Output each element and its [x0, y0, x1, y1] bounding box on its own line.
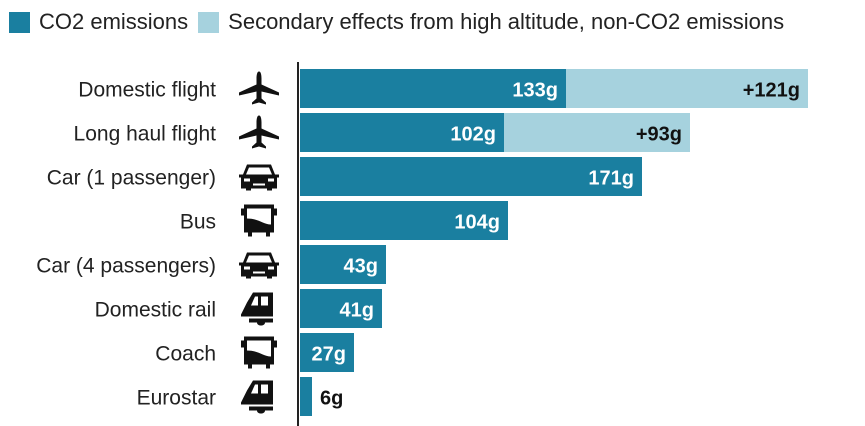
data-label: +121g: [743, 80, 800, 102]
category-label: Long haul flight: [74, 123, 217, 146]
data-label: 102g: [450, 124, 496, 146]
legend-label-co2: CO2 emissions: [39, 9, 189, 34]
category-label: Car (1 passenger): [47, 167, 216, 190]
legend-item-secondary: Secondary effects from high altitude, no…: [198, 9, 784, 35]
bar-secondary: [566, 69, 808, 108]
bar-secondary: [504, 113, 690, 152]
category-label: Eurostar: [137, 387, 216, 410]
data-label: 27g: [312, 344, 346, 366]
plane-icon: [239, 71, 279, 105]
car-icon: [239, 164, 279, 191]
legend: CO2 emissions Secondary effects from hig…: [9, 9, 794, 35]
train-icon: [241, 380, 273, 414]
bar-co2: [300, 289, 382, 328]
bar-co2: [300, 377, 312, 416]
bar-co2: [300, 157, 642, 196]
data-label: 41g: [340, 300, 374, 322]
bar-co2: [300, 69, 566, 108]
data-label: 6g: [320, 388, 343, 410]
legend-swatch-secondary: [198, 11, 220, 33]
data-label: 43g: [344, 256, 378, 278]
category-label: Bus: [180, 211, 216, 234]
legend-item-co2: CO2 emissions: [9, 9, 188, 35]
data-label: 171g: [588, 168, 634, 190]
bus-icon: [241, 204, 277, 237]
car-icon: [239, 252, 279, 279]
legend-label-secondary: Secondary effects from high altitude, no…: [228, 9, 785, 34]
bar-co2: [300, 113, 504, 152]
data-label: 104g: [454, 212, 500, 234]
category-label: Domestic rail: [95, 299, 216, 322]
train-icon: [241, 292, 273, 326]
bus-icon: [241, 336, 277, 369]
bar-co2: [300, 245, 386, 284]
legend-swatch-co2: [9, 11, 30, 33]
bar-co2: [300, 333, 354, 372]
category-label: Coach: [155, 343, 216, 366]
data-label: +93g: [636, 124, 682, 146]
category-label: Car (4 passengers): [36, 255, 216, 278]
bar-co2: [300, 201, 508, 240]
category-label: Domestic flight: [78, 79, 216, 102]
data-label: 133g: [512, 80, 558, 102]
plane-icon: [239, 115, 279, 149]
